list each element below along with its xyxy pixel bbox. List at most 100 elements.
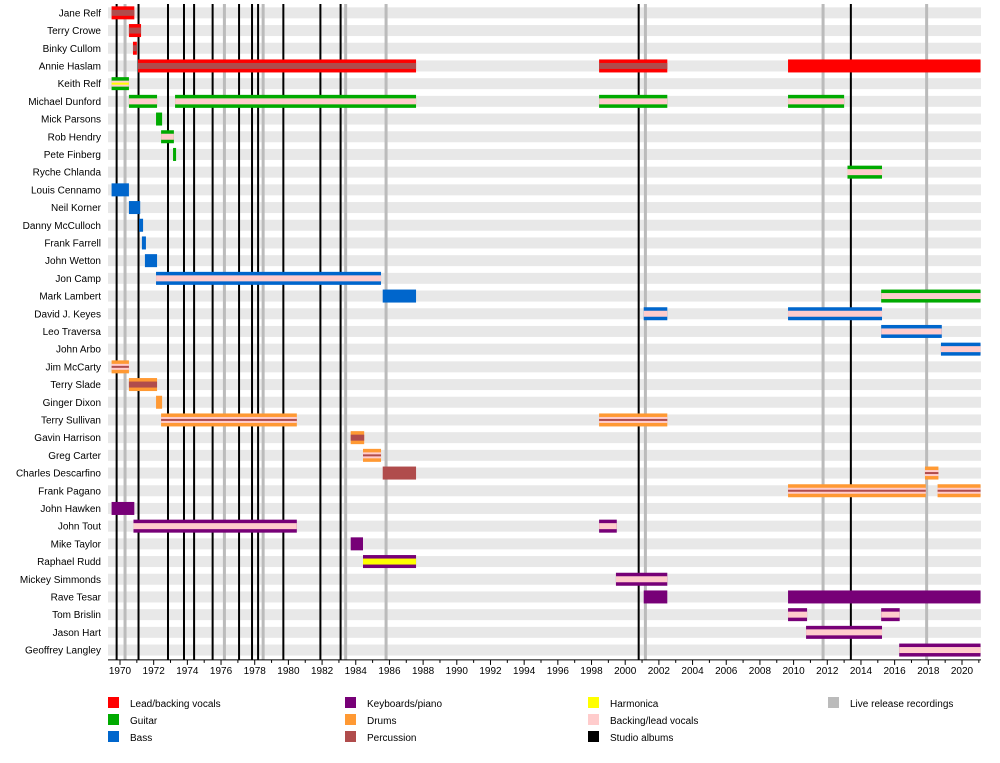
member-name: Danny McCulloch xyxy=(23,221,101,232)
member-name: John Hawken xyxy=(40,504,101,515)
row-band xyxy=(108,113,981,125)
legend-swatch xyxy=(108,731,119,742)
member-bar-percussion xyxy=(924,472,939,475)
member-bar-vocals xyxy=(788,59,981,73)
member-name: John Tout xyxy=(58,522,101,533)
member-bar-percussion xyxy=(138,62,417,69)
member-bar-percussion xyxy=(788,489,926,492)
row-band xyxy=(108,219,981,231)
member-bar-backing xyxy=(881,611,900,618)
legend-swatch xyxy=(588,731,599,742)
x-tick-label: 1972 xyxy=(143,666,166,677)
x-tick-label: 2000 xyxy=(614,666,637,677)
member-bar-percussion xyxy=(937,489,981,492)
member-name: Ginger Dixon xyxy=(43,398,101,409)
legend-swatch xyxy=(588,714,599,725)
member-bar-backing xyxy=(881,293,981,300)
member-bar-percussion xyxy=(128,381,158,388)
member-name: Rave Tesar xyxy=(51,592,102,603)
member-bar-bass xyxy=(144,254,158,268)
member-bar-keyboards xyxy=(788,590,981,604)
legend-item-guitar: Guitar xyxy=(108,714,158,727)
member-name: Gavin Harrison xyxy=(34,433,101,444)
x-tick-label: 2002 xyxy=(648,666,671,677)
member-bar-guitar xyxy=(156,112,163,126)
row-band xyxy=(108,25,981,37)
row-band xyxy=(108,166,981,178)
member-name: Frank Pagano xyxy=(38,486,101,497)
member-name: Geoffrey Langley xyxy=(25,646,101,657)
member-bar-bass xyxy=(111,183,129,197)
row-band xyxy=(108,396,981,408)
x-tick-label: 2006 xyxy=(715,666,738,677)
row-band xyxy=(108,502,981,514)
member-bar-keyboards xyxy=(643,590,668,604)
x-tick-label: 1982 xyxy=(311,666,334,677)
member-bar-backing xyxy=(599,98,668,105)
row-band xyxy=(108,290,981,302)
member-bar-percussion xyxy=(350,434,365,441)
legend-item-harmonica: Harmonica xyxy=(588,697,659,710)
x-tick-label: 1986 xyxy=(378,666,401,677)
member-name: Neil Korner xyxy=(51,203,102,214)
row-band xyxy=(108,361,981,373)
member-name: Terry Crowe xyxy=(47,26,101,37)
legend-item-studio: Studio albums xyxy=(588,731,673,744)
legend-label: Lead/backing vocals xyxy=(130,699,221,710)
row-band xyxy=(108,148,981,160)
x-tick-label: 1970 xyxy=(109,666,132,677)
member-name: Pete Finberg xyxy=(44,150,101,161)
legend-label: Percussion xyxy=(367,733,416,744)
x-tick-label: 2010 xyxy=(782,666,805,677)
x-tick-label: 1996 xyxy=(547,666,570,677)
member-bar-backing xyxy=(161,133,174,140)
member-name: Frank Farrell xyxy=(44,238,101,249)
member-bar-backing xyxy=(788,611,808,618)
legend-label: Studio albums xyxy=(610,733,673,744)
row-band xyxy=(108,432,981,444)
row-band xyxy=(108,644,981,656)
row-band xyxy=(108,255,981,267)
x-tick-label: 2012 xyxy=(816,666,839,677)
member-bar-percussion xyxy=(111,9,135,16)
legend-swatch xyxy=(345,697,356,708)
legend-swatch xyxy=(108,714,119,725)
row-band xyxy=(108,573,981,585)
x-tick-label: 2018 xyxy=(917,666,940,677)
member-bar-percussion xyxy=(599,418,668,421)
legend-item-backing: Backing/lead vocals xyxy=(588,714,698,727)
legend-swatch xyxy=(345,714,356,725)
x-tick-label: 1980 xyxy=(277,666,300,677)
member-name: Charles Descarfino xyxy=(16,469,101,480)
x-tick-label: 2014 xyxy=(850,666,873,677)
row-band xyxy=(108,184,981,196)
member-bar-backing xyxy=(881,328,942,335)
member-name: Raphael Rudd xyxy=(37,557,101,568)
legend-item-live: Live release recordings xyxy=(828,697,953,710)
member-bar-backing xyxy=(599,523,617,530)
legend-label: Backing/lead vocals xyxy=(610,716,698,727)
member-name: Mickey Simmonds xyxy=(20,575,101,586)
x-tick-label: 1988 xyxy=(412,666,435,677)
member-bar-backing xyxy=(806,629,883,636)
legend-label: Guitar xyxy=(130,716,158,727)
member-name: Ryche Chlanda xyxy=(33,168,102,179)
x-tick-label: 2008 xyxy=(749,666,772,677)
row-band xyxy=(108,272,981,284)
legend-label: Harmonica xyxy=(610,699,659,710)
legend-item-drums: Drums xyxy=(345,714,396,727)
row-band xyxy=(108,131,981,143)
member-name: Rob Hendry xyxy=(48,132,101,143)
member-bar-bass xyxy=(382,289,417,303)
member-bar-backing xyxy=(128,98,158,105)
member-bar-backing xyxy=(643,310,668,317)
legend-item-bass: Bass xyxy=(108,731,152,744)
row-band xyxy=(108,449,981,461)
row-band xyxy=(108,343,981,355)
x-tick-label: 1998 xyxy=(580,666,603,677)
member-name: David J. Keyes xyxy=(34,309,101,320)
member-name: Annie Haslam xyxy=(39,61,101,72)
member-bar-harmonica xyxy=(111,82,129,85)
